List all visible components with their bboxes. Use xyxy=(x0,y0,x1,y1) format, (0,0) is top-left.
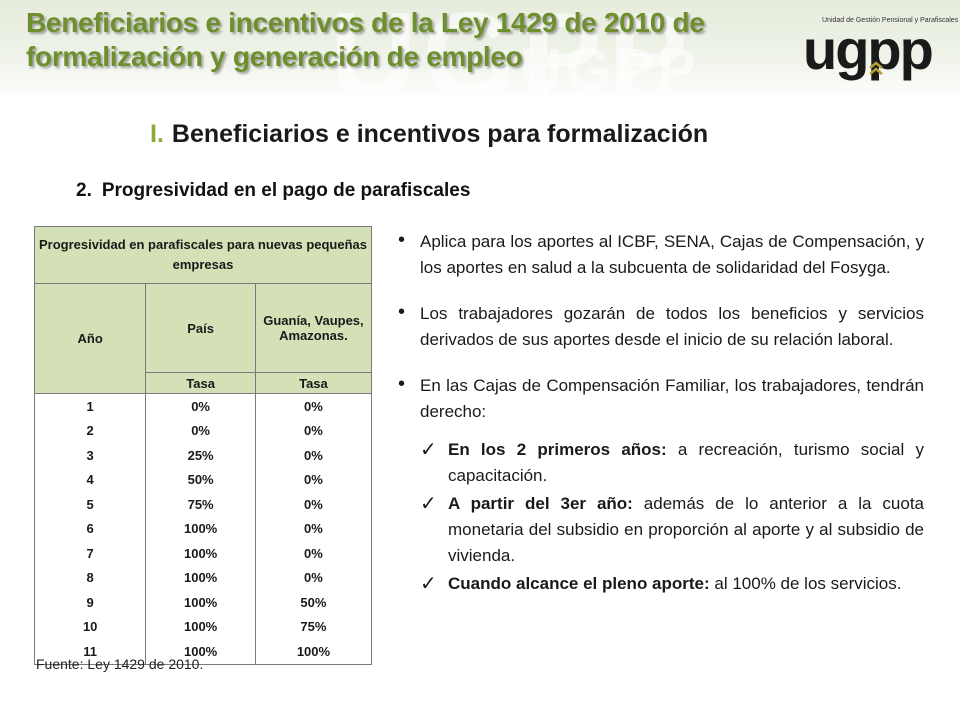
table-row: 2 0% 0% xyxy=(33,418,373,443)
table-row: 5 75% 0% xyxy=(33,492,373,517)
cell-ano: 3 xyxy=(33,443,147,468)
cell-ano: 7 xyxy=(33,541,147,566)
header-pais: País xyxy=(145,283,256,373)
ugpp-logo: ugpp xyxy=(803,18,934,81)
cell-ano: 5 xyxy=(33,492,147,517)
check-list: ✓ En los 2 primeros años: a recreación, … xyxy=(420,437,924,597)
check-bold: En los 2 primeros años: xyxy=(448,440,667,459)
check-mark-icon: ✓ xyxy=(420,439,437,461)
logo-chevron-icon xyxy=(869,61,883,75)
cell-region: 50% xyxy=(254,590,373,615)
subsection-title: Progresividad en el pago de parafiscales xyxy=(101,180,471,201)
check-text: a recreación, turismo social y capacitac… xyxy=(448,440,924,485)
table-title: Progresividad en parafiscales para nueva… xyxy=(34,226,372,284)
table-source: Fuente: Ley 1429 de 2010. xyxy=(36,656,204,672)
cell-ano: 8 xyxy=(33,565,147,590)
table-row: 11 100% 100% xyxy=(33,639,373,665)
table-row: 6 100% 0% xyxy=(33,516,373,541)
check-mark-icon: ✓ xyxy=(420,573,437,595)
table-row: 4 50% 0% xyxy=(33,467,373,492)
cell-pais: 0% xyxy=(145,418,256,443)
watermark-small: UGPP xyxy=(520,37,701,100)
cell-pais: 100% xyxy=(145,614,256,639)
cell-region: 0% xyxy=(254,393,373,419)
cell-ano: 2 xyxy=(33,418,147,443)
cell-region: 0% xyxy=(254,492,373,517)
cell-region: 0% xyxy=(254,541,373,566)
check-bold: Cuando alcance el pleno aporte: xyxy=(448,574,710,593)
cell-pais: 50% xyxy=(145,467,256,492)
cell-region: 75% xyxy=(254,614,373,639)
slide-title: Beneficiarios e incentivos de la Ley 142… xyxy=(26,7,705,72)
section-number: I. xyxy=(150,120,164,148)
bullet-item: Los trabajadores gozarán de todos los be… xyxy=(396,299,924,353)
header-region: Guanía, Vaupes, Amazonas. xyxy=(254,283,373,373)
cell-region: 0% xyxy=(254,565,373,590)
cell-ano: 1 xyxy=(33,393,147,419)
cell-region: 100% xyxy=(254,639,373,665)
header-tasa-pais: Tasa xyxy=(145,372,256,394)
cell-region: 0% xyxy=(254,418,373,443)
cell-ano: 9 xyxy=(33,590,147,615)
cell-pais: 0% xyxy=(145,393,256,419)
table-row: 8 100% 0% xyxy=(33,565,373,590)
table-row: 10 100% 75% xyxy=(33,614,373,639)
bullet-item: Aplica para los aportes al ICBF, SENA, C… xyxy=(396,227,924,281)
subsection-heading: 2. Progresividad en el pago de parafiscal… xyxy=(76,180,470,202)
cell-region: 0% xyxy=(254,467,373,492)
check-item: ✓ Cuando alcance el pleno aporte: al 100… xyxy=(420,571,924,597)
check-text: además de lo anterior a la cuota monetar… xyxy=(448,494,924,565)
check-item: ✓ En los 2 primeros años: a recreación, … xyxy=(420,437,924,489)
table-row: 1 0% 0% xyxy=(33,393,373,419)
cell-pais: 100% xyxy=(145,516,256,541)
check-item: ✓ A partir del 3er año: además de lo ant… xyxy=(420,491,924,569)
cell-pais: 25% xyxy=(145,443,256,468)
section-heading: I. Beneficiarios e incentivos para formal… xyxy=(150,120,708,149)
check-text: al 100% de los servicios. xyxy=(709,574,902,593)
cell-pais: 100% xyxy=(145,639,256,665)
header-tasa-region: Tasa xyxy=(254,372,373,394)
table-row: 7 100% 0% xyxy=(33,541,373,566)
bullet-list: Aplica para los aportes al ICBF, SENA, C… xyxy=(396,227,924,599)
cell-pais: 100% xyxy=(145,541,256,566)
cell-ano: 10 xyxy=(33,614,147,639)
progressivity-table: Progresividad en parafiscales para nueva… xyxy=(33,226,373,665)
subsection-number: 2. xyxy=(76,180,92,201)
cell-pais: 75% xyxy=(145,492,256,517)
logo-caption: Unidad de Gestión Pensional y Parafiscal… xyxy=(822,17,959,24)
bullet-item: En las Cajas de Compensación Familiar, l… xyxy=(396,371,924,425)
cell-pais: 100% xyxy=(145,565,256,590)
check-mark-icon: ✓ xyxy=(420,493,437,515)
cell-pais: 100% xyxy=(145,590,256,615)
cell-ano: 4 xyxy=(33,467,147,492)
cell-region: 0% xyxy=(254,443,373,468)
header-band: UGPP UGPP Beneficiarios e incentivos de … xyxy=(0,0,960,100)
cell-region: 0% xyxy=(254,516,373,541)
table-row: 3 25% 0% xyxy=(33,443,373,468)
watermark: UGPP xyxy=(330,0,695,100)
table-row: 9 100% 50% xyxy=(33,590,373,615)
header-ano: Año xyxy=(33,283,147,394)
section-title: Beneficiarios e incentivos para formaliz… xyxy=(171,120,709,148)
cell-ano: 11 xyxy=(33,639,147,665)
check-bold: A partir del 3er año: xyxy=(448,494,633,513)
cell-ano: 6 xyxy=(33,516,147,541)
